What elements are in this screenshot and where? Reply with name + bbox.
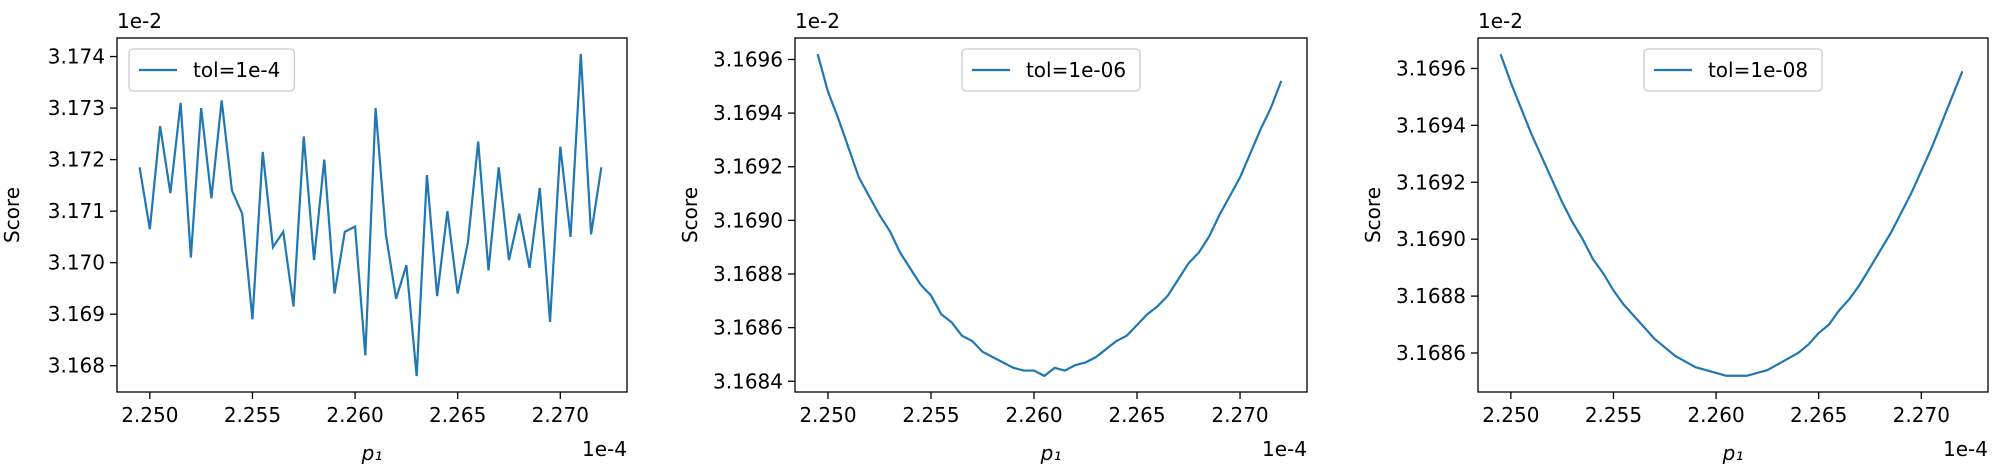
y-tick-label: 3.1688: [1396, 284, 1466, 308]
axes-frame: [1477, 37, 1989, 393]
plot-area: [816, 53, 1283, 378]
x-tick-label: 2.260: [326, 403, 383, 427]
x-tick-label: 2.250: [799, 403, 856, 427]
y-offset-label: 1e-2: [117, 9, 162, 33]
x-tick-label: 2.260: [1005, 403, 1062, 427]
legend-box: [128, 48, 296, 92]
x-tick-label: 2.250: [1482, 403, 1539, 427]
legend-label: tol=1e-4: [193, 58, 280, 82]
y-offset-label: 1e-2: [1478, 9, 1523, 33]
legend-box: [961, 48, 1141, 92]
x-tick-label: 2.270: [1893, 403, 1950, 427]
y-tick-label: 3.1686: [1396, 341, 1466, 365]
y-tick-label: 3.1694: [713, 101, 783, 125]
subplot: 2.250 2.255 2.260 2.265 2.270 3.168 3.169 3.170…: [0, 9, 628, 465]
line-series: [138, 53, 603, 377]
y-tick-label: 3.1696: [713, 47, 783, 71]
axes-frame: [116, 37, 628, 393]
x-offset-label: 1e-4: [582, 437, 627, 461]
x-tick-label: 2.255: [1585, 403, 1642, 427]
legend-label: tol=1e-06: [1026, 58, 1126, 82]
legend: tol=1e-08: [1643, 48, 1823, 92]
y-tick-label: 3.168: [48, 354, 105, 378]
x-tick-label: 2.255: [902, 403, 959, 427]
x-tick-label: 2.265: [1108, 403, 1165, 427]
legend-box: [1643, 48, 1823, 92]
plot-area: [1499, 53, 1964, 377]
x-tick-label: 2.250: [121, 403, 178, 427]
y-tick-label: 3.172: [48, 148, 105, 172]
legend: tol=1e-4: [128, 48, 296, 92]
x-tick-label: 2.270: [1211, 403, 1268, 427]
x-tick-label: 2.255: [224, 403, 281, 427]
y-tick-label: 3.1696: [1396, 56, 1466, 80]
y-tick-label: 3.174: [48, 45, 105, 69]
axes-frame: [794, 37, 1308, 393]
x-axis-label: p₁: [1722, 441, 1744, 465]
y-tick-label: 3.173: [48, 96, 105, 120]
y-offset-label: 1e-2: [795, 9, 840, 33]
plot-area: [138, 53, 603, 377]
y-tick-label: 3.1688: [713, 262, 783, 286]
subplot: 2.250 2.255 2.260 2.265 2.270 3.1686 3.1688 3.1…: [1361, 9, 1989, 465]
x-tick-label: 2.260: [1687, 403, 1744, 427]
line-series: [1499, 53, 1964, 377]
y-axis-label: Score: [1361, 187, 1385, 243]
x-tick-label: 2.265: [1790, 403, 1847, 427]
x-axis-label: p₁: [361, 441, 383, 465]
y-axis-label: Score: [678, 187, 702, 243]
y-axis-label: Score: [0, 187, 24, 243]
y-tick-label: 3.1690: [1396, 227, 1466, 251]
legend-label: tol=1e-08: [1708, 58, 1808, 82]
y-tick-label: 3.1692: [1396, 170, 1466, 194]
y-tick-label: 3.1684: [713, 369, 783, 393]
x-tick-label: 2.270: [532, 403, 589, 427]
y-tick-label: 3.171: [48, 199, 105, 223]
x-offset-label: 1e-4: [1262, 437, 1307, 461]
x-offset-label: 1e-4: [1943, 437, 1988, 461]
legend: tol=1e-06: [961, 48, 1141, 92]
y-tick-label: 3.1690: [713, 208, 783, 232]
y-tick-label: 3.1694: [1396, 113, 1466, 137]
subplot: 2.250 2.255 2.260 2.265 2.270 3.1684 3.1686 3.1…: [678, 9, 1308, 465]
line-series: [816, 53, 1283, 378]
y-tick-label: 3.170: [48, 251, 105, 275]
y-tick-label: 3.169: [48, 302, 105, 326]
x-tick-label: 2.265: [429, 403, 486, 427]
y-tick-label: 3.1686: [713, 316, 783, 340]
x-axis-label: p₁: [1040, 441, 1062, 465]
y-tick-label: 3.1692: [713, 155, 783, 179]
